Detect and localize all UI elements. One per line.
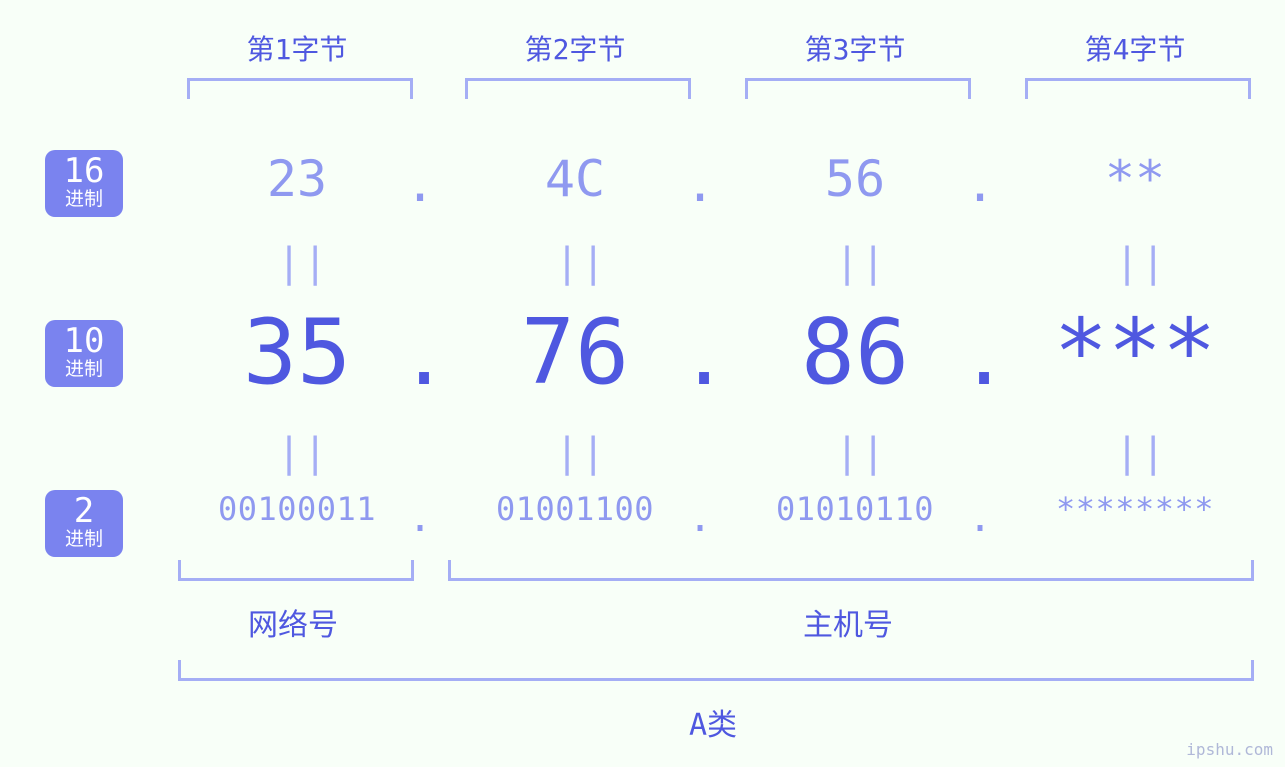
base-badge-bin-num: 2 (45, 494, 123, 528)
hex-value-1: 23 (182, 150, 412, 208)
hex-value-4: ** (1020, 150, 1250, 208)
base-badge-bin-txt: 进制 (45, 530, 123, 549)
eq-top-4: || (1115, 240, 1155, 286)
dec-value-4: *** (1020, 300, 1250, 405)
eq-top-3: || (835, 240, 875, 286)
hex-value-2: 4C (460, 150, 690, 208)
byte-bracket-top-4 (1025, 78, 1251, 99)
eq-bottom-4: || (1115, 430, 1155, 476)
byte-label-2: 第2字节 (460, 28, 690, 68)
base-badge-dec-num: 10 (45, 324, 123, 358)
base-badge-dec: 10 进制 (45, 320, 123, 387)
hex-value-3: 56 (740, 150, 970, 208)
bin-dot-1: . (400, 495, 440, 541)
base-badge-bin: 2 进制 (45, 490, 123, 557)
dec-value-1: 35 (182, 300, 412, 405)
byte-bracket-top-1 (187, 78, 413, 99)
bracket-network (178, 560, 414, 581)
label-network: 网络号 (178, 600, 408, 644)
eq-bottom-3: || (835, 430, 875, 476)
base-badge-hex-txt: 进制 (45, 190, 123, 209)
base-badge-dec-txt: 进制 (45, 360, 123, 379)
byte-label-1: 第1字节 (182, 28, 412, 68)
eq-bottom-2: || (555, 430, 595, 476)
byte-bracket-top-3 (745, 78, 971, 99)
eq-top-2: || (555, 240, 595, 286)
bin-value-3: 01010110 (740, 490, 970, 528)
hex-dot-1: . (400, 155, 440, 213)
dec-value-2: 76 (460, 300, 690, 405)
byte-label-3: 第3字节 (740, 28, 970, 68)
base-badge-hex: 16 进制 (45, 150, 123, 217)
bin-value-1: 00100011 (182, 490, 412, 528)
base-badge-hex-num: 16 (45, 154, 123, 188)
bracket-host (448, 560, 1254, 581)
watermark: ipshu.com (1186, 740, 1273, 759)
hex-dot-2: . (680, 155, 720, 213)
bracket-class (178, 660, 1254, 681)
hex-dot-3: . (960, 155, 1000, 213)
eq-top-1: || (277, 240, 317, 286)
bin-value-2: 01001100 (460, 490, 690, 528)
bin-value-4: ******** (1020, 490, 1250, 528)
eq-bottom-1: || (277, 430, 317, 476)
dec-dot-3: . (960, 310, 1000, 403)
dec-dot-1: . (400, 310, 440, 403)
bin-dot-3: . (960, 495, 1000, 541)
label-host: 主机号 (448, 600, 1248, 644)
dec-dot-2: . (680, 310, 720, 403)
byte-label-4: 第4字节 (1020, 28, 1250, 68)
byte-bracket-top-2 (465, 78, 691, 99)
label-class: A类 (178, 700, 1248, 744)
bin-dot-2: . (680, 495, 720, 541)
dec-value-3: 86 (740, 300, 970, 405)
